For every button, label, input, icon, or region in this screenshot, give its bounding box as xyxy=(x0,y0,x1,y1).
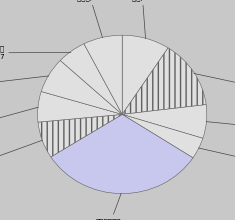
Wedge shape xyxy=(60,44,122,114)
Wedge shape xyxy=(122,48,206,114)
Text: 金属製品, 36: 金属製品, 36 xyxy=(0,140,43,166)
Wedge shape xyxy=(122,35,168,114)
Wedge shape xyxy=(51,114,193,194)
Text: 電気機械・器
具, 35: 電気機械・器 具, 35 xyxy=(0,76,49,91)
Wedge shape xyxy=(122,114,203,158)
Text: 衣服・その他
の繊維製品,
67: 衣服・その他 の繊維製品, 67 xyxy=(194,73,235,99)
Wedge shape xyxy=(84,35,122,114)
Text: その他, 36: その他, 36 xyxy=(77,0,103,38)
Wedge shape xyxy=(41,61,122,114)
Wedge shape xyxy=(122,105,207,138)
Wedge shape xyxy=(38,92,122,122)
Text: パルプ・紙・紙
加工品, 21: パルプ・紙・紙 加工品, 21 xyxy=(198,148,235,170)
Text: 燃料, 44: 燃料, 44 xyxy=(132,0,153,38)
Text: 精密機械器
具, 27: 精密機械器 具, 27 xyxy=(0,46,71,60)
Text: 一般機械器
具, 30: 一般機械器 具, 30 xyxy=(0,107,38,130)
Text: 家具・装備品
33: 家具・装備品 33 xyxy=(206,121,235,134)
Wedge shape xyxy=(38,114,122,157)
Text: 出版・印刷・
同関連産業
153: 出版・印刷・ 同関連産業 153 xyxy=(95,193,121,220)
